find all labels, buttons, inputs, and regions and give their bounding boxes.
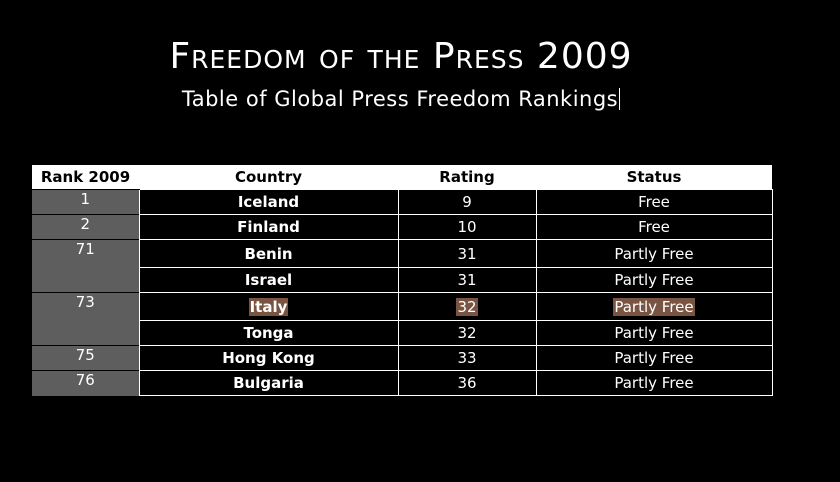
table-row: 73 Italy 32 Partly Free	[32, 292, 773, 346]
highlighted-text: Partly Free	[613, 297, 695, 316]
subtitle-text: Table of Global Press Freedom Rankings	[181, 87, 619, 111]
status-cell: Partly Free	[535, 345, 773, 371]
rank-cell: 76	[32, 370, 139, 396]
country-cell: Hong Kong	[138, 345, 399, 371]
table-row: 1 Iceland 9 Free	[32, 189, 773, 215]
highlighted-text: 32	[456, 297, 478, 316]
rating-cell: 36	[397, 370, 537, 396]
table-row: 71 Benin 31 Partly Free	[32, 239, 773, 293]
country-cell: Tonga	[138, 320, 399, 346]
status-cell: Partly Free	[535, 320, 773, 346]
rank-cell: 73	[32, 292, 139, 346]
rank-cell: 2	[32, 214, 139, 240]
rating-cell: 31	[397, 267, 537, 293]
status-cell: Partly Free	[535, 267, 773, 293]
country-cell: Benin	[138, 239, 399, 268]
rating-cell: 9	[397, 189, 537, 215]
country-cell: Finland	[138, 214, 399, 240]
rating-cell: 32	[397, 292, 537, 321]
table-header-row: Rank 2009 Country Rating Status	[32, 165, 772, 190]
country-cell: Bulgaria	[138, 370, 399, 396]
rank-cell: 71	[32, 239, 139, 293]
status-cell: Partly Free	[535, 292, 773, 321]
country-cell: Israel	[138, 267, 399, 293]
table-row: Tonga 32 Partly Free	[32, 320, 773, 346]
text-cursor	[619, 88, 621, 110]
country-cell: Italy	[138, 292, 399, 321]
rating-cell: 31	[397, 239, 537, 268]
press-freedom-table: Rank 2009 Country Rating Status 1 Icelan…	[32, 165, 773, 396]
country-cell: Iceland	[138, 189, 399, 215]
table-row: 75 Hong Kong 33 Partly Free	[32, 345, 773, 371]
header-status: Status	[536, 165, 772, 190]
status-cell: Free	[535, 214, 773, 240]
rank-cell: 75	[32, 345, 139, 371]
header-country: Country	[139, 165, 398, 190]
status-cell: Partly Free	[535, 239, 773, 268]
table-row: 76 Bulgaria 36 Partly Free	[32, 370, 773, 396]
status-cell: Free	[535, 189, 773, 215]
slide-title: Freedom of the Press 2009	[169, 36, 633, 77]
rating-cell: 33	[397, 345, 537, 371]
highlighted-text: Italy	[248, 297, 289, 316]
rank-cell: 1	[32, 189, 139, 215]
table-row: Israel 31 Partly Free	[32, 267, 773, 293]
header-rank: Rank 2009	[32, 165, 139, 190]
rating-cell: 32	[397, 320, 537, 346]
header-rating: Rating	[398, 165, 536, 190]
table-row: 2 Finland 10 Free	[32, 214, 773, 240]
status-cell: Partly Free	[535, 370, 773, 396]
slide-subtitle[interactable]: Table of Global Press Freedom Rankings	[0, 87, 802, 111]
rating-cell: 10	[397, 214, 537, 240]
